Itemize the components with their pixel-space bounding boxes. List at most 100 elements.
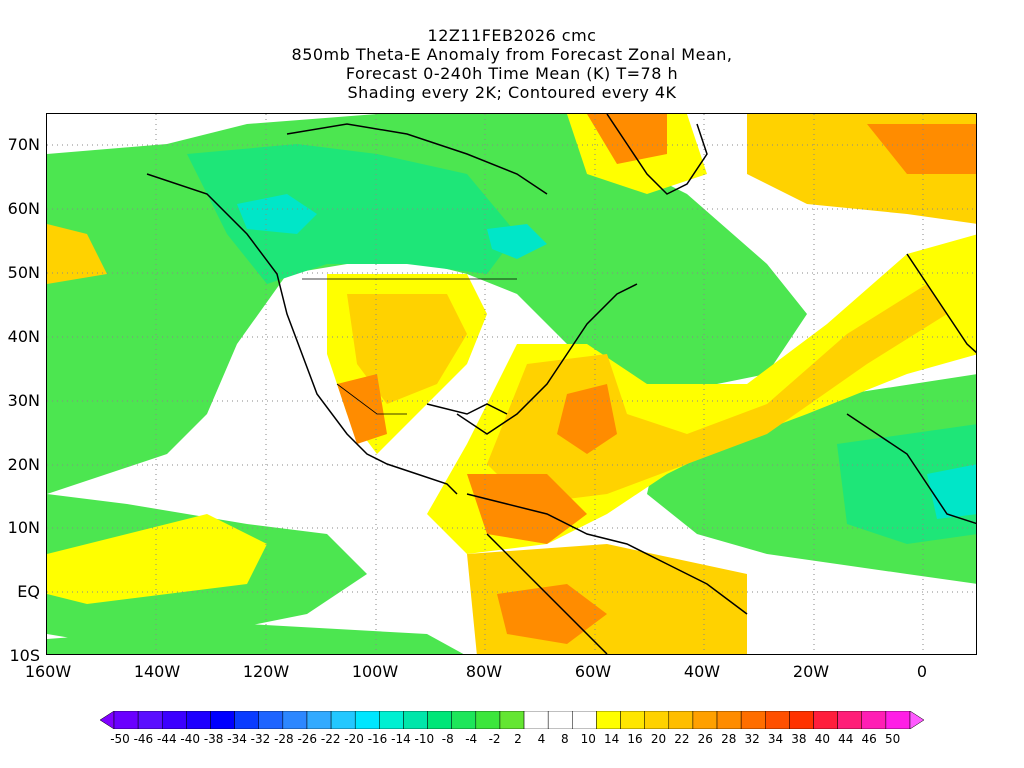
lon-label-160w: 160W (24, 662, 72, 681)
colorbar-swatch (885, 711, 911, 729)
negative-anomaly-bc-core (237, 194, 317, 234)
colorbar-tick-label: 32 (744, 732, 760, 746)
lon-label-120w: 120W (242, 662, 290, 681)
colorbar-tick-label: 44 (838, 732, 854, 746)
colorbar-swatch (354, 711, 380, 729)
colorbar-swatch (282, 711, 308, 729)
colorbar-tick-label: -34 (227, 732, 247, 746)
negative-anomaly-equatorial (47, 624, 464, 654)
theta-e-anomaly-map (47, 114, 976, 654)
colorbar-swatch (186, 711, 211, 729)
shading-layer (47, 114, 976, 654)
colorbar-swatch (765, 711, 790, 729)
lon-label-20w: 20W (792, 662, 830, 681)
colorbar-tick-label: 14 (604, 732, 620, 746)
colorbar-swatch (113, 711, 139, 729)
colorbar-tick-label: 22 (674, 732, 690, 746)
positive-anomaly-mexico (337, 374, 387, 444)
colorbar-tick-label: -46 (133, 732, 154, 746)
colorbar-swatch (716, 711, 742, 729)
colorbar-tick-label: -2 (488, 732, 501, 746)
colorbar-swatch (668, 711, 694, 729)
colorbar-swatch (379, 711, 404, 729)
colorbar-tick-label: -40 (180, 732, 201, 746)
lat-label-10s: 10S (9, 646, 40, 665)
lon-label-60w: 60W (574, 662, 612, 681)
lon-label-100w: 100W (351, 662, 399, 681)
lon-label-0: 0 (916, 662, 928, 681)
colorbar-swatch (161, 711, 187, 729)
colorbar-swatch (523, 711, 549, 729)
colorbar-swatch (572, 711, 597, 729)
positive-anomaly-east-pacific (47, 514, 267, 604)
colorbar-swatch (427, 711, 452, 729)
colorbar-tick-label: -50 (110, 732, 130, 746)
colorbar-swatch (596, 711, 621, 729)
colorbar-tick-label: -16 (367, 732, 388, 746)
colorbar-tick-label: 40 (814, 732, 830, 746)
colorbar-swatch (210, 711, 235, 729)
colorbar-tick-label: 8 (560, 732, 569, 746)
colorbar-tick-label: 10 (580, 732, 596, 746)
colorbar-tick-label: 46 (861, 732, 877, 746)
colorbar-swatch (499, 711, 525, 729)
lon-label-80w: 80W (465, 662, 503, 681)
colorbar-swatch (740, 711, 766, 729)
colorbar-swatch (258, 711, 284, 729)
colorbar-tick-label: -20 (344, 732, 364, 746)
colorbar-tick-label: -44 (157, 732, 177, 746)
colorbar-swatch (330, 711, 356, 729)
colorbar-tick-label: -38 (203, 732, 224, 746)
positive-anomaly-north-pacific (47, 224, 107, 284)
colorbar-swatch (403, 711, 428, 729)
colorbar-swatch (306, 711, 332, 729)
colorbar-tick-label: -22 (320, 732, 341, 746)
positive-anomaly-arctic-core (867, 124, 976, 174)
colorbar-tick-label: -26 (297, 732, 318, 746)
graticule (47, 114, 976, 654)
colorbar-tick-label: -10 (414, 732, 435, 746)
lon-label-40w: 40W (683, 662, 721, 681)
colorbar-tick-label: 16 (627, 732, 643, 746)
positive-anomaly-amazon-core (497, 584, 607, 644)
colorbar-swatch (813, 711, 838, 729)
colorbar-tick-label: -4 (465, 732, 478, 746)
lat-label-10n: 10N (7, 518, 40, 537)
colorbar-tick-label: 50 (884, 732, 901, 746)
colorbar-swatch (692, 711, 718, 729)
colorbar-tick-label: 4 (537, 732, 546, 746)
negative-anomaly-hudson (487, 224, 547, 259)
title-date-model: 12Z11FEB2026 cmc (427, 26, 597, 45)
lat-label-30n: 30N (7, 391, 40, 410)
title-forecast-period: Forecast 0-240h Time Mean (K) T=78 h (345, 64, 679, 83)
colorbar-swatch (620, 711, 645, 729)
colorbar (100, 711, 924, 729)
colorbar-tick-label: -14 (391, 732, 411, 746)
positive-anomaly-greenland-core (587, 114, 667, 164)
lat-label-eq: EQ (17, 582, 40, 601)
colorbar-tick-label: -32 (250, 732, 271, 746)
colorbar-tick-label: 38 (791, 732, 807, 746)
colorbar-swatch (451, 711, 477, 729)
colorbar-tick-label: 2 (514, 732, 522, 746)
colorbar-swatch (789, 711, 814, 729)
colorbar-tick-label: 28 (721, 732, 737, 746)
colorbar-tick-label: 34 (767, 732, 784, 746)
lat-label-60n: 60N (7, 199, 40, 218)
lat-label-40n: 40N (7, 327, 40, 346)
colorbar-swatch (137, 711, 163, 729)
title-block: 12Z11FEB2026 cmc 850mb Theta-E Anomaly f… (0, 26, 1024, 102)
title-variable: 850mb Theta-E Anomaly from Forecast Zona… (291, 45, 733, 64)
colorbar-swatch (644, 711, 670, 729)
colorbar-swatch (234, 711, 259, 729)
colorbar-swatch (861, 711, 887, 729)
lat-label-50n: 50N (7, 263, 40, 282)
lon-label-140w: 140W (133, 662, 181, 681)
colorbar-swatch (475, 711, 501, 729)
positive-anomaly-subtropical-core (487, 284, 947, 504)
colorbar-tick-label: -8 (441, 732, 454, 746)
lat-label-20n: 20N (7, 455, 40, 474)
colorbar-swatch (547, 711, 573, 729)
colorbar-tick-label: 26 (697, 732, 713, 746)
colorbar-tick-label: -28 (274, 732, 294, 746)
